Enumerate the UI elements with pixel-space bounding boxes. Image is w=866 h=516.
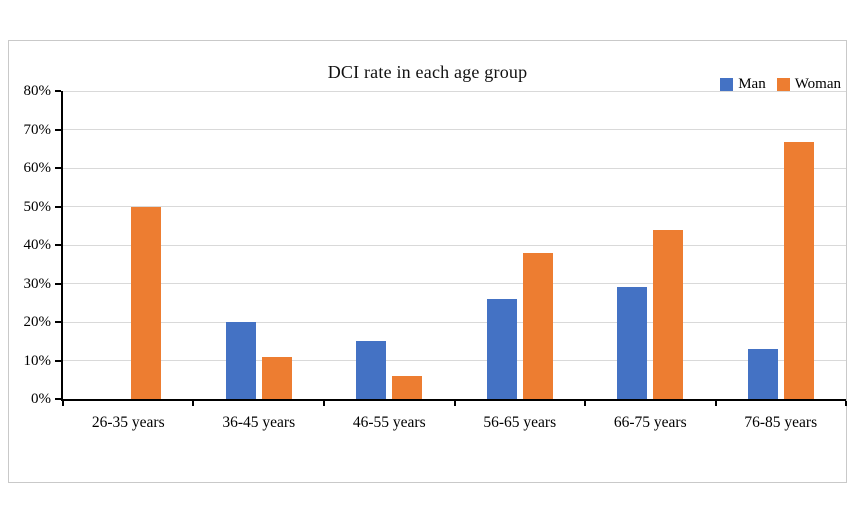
woman-bar-slot [131,91,162,399]
y-tickmark [55,90,61,92]
man-bar-slot [356,91,387,399]
y-tick-label: 10% [23,352,52,369]
x-axis-category-label: 66-75 years [613,414,687,431]
woman-legend-swatch-icon [776,78,790,91]
woman-bar [783,142,814,399]
y-tickmark [55,359,61,362]
gridline-30 [63,283,846,284]
category-group-2: 36-45 years [194,91,325,431]
y-axis-labels: 0% 10% 20% 30% 40% 50% 60% 70% 80% [9,83,52,407]
y-tickmark [55,321,61,323]
y-tick-label: 70% [23,121,52,138]
man-bar-slot [225,91,256,399]
y-tickmark [55,244,61,246]
gridline-40 [63,244,846,246]
man-legend-swatch-icon [720,78,734,91]
category-group-4: 56-65 years [455,91,586,431]
gridline-10 [63,360,846,361]
y-tick-label: 80% [23,83,52,99]
y-tick-label: 30% [23,275,52,292]
man-bar-slot [486,91,517,399]
y-tickmark [55,398,61,400]
gridline-50 [63,206,846,207]
woman-bar-slot [392,91,423,399]
gridline-60 [63,167,846,169]
woman-bar [131,206,162,399]
x-axis-category-label: 26-35 years [91,414,165,431]
category-group-1: 26-35 years [63,91,194,431]
woman-bar [522,252,553,399]
legend: Man Woman [720,76,841,93]
man-bar [617,287,648,399]
y-tick-label: 50% [23,198,52,215]
x-tickmark [845,401,847,406]
y-tickmark [55,205,61,208]
x-tickmark [714,401,717,406]
category-group-5: 66-75 years [585,91,716,431]
man-bar [747,348,778,399]
x-tickmark [192,401,195,406]
x-tickmark [62,401,64,406]
man-bar [225,322,256,399]
x-axis-category-label: 36-45 years [222,414,296,431]
x-tickmark [322,401,325,406]
plot-area: 26-35 years 36-45 years 46-55 years 56-65 y… [55,90,847,431]
woman-bar-slot [653,91,684,399]
y-tick-label: 60% [23,160,52,176]
legend-label: Man [738,76,766,92]
y-tick-label: 40% [23,237,52,253]
chart-title: DCI rate in each age group [327,62,528,82]
gridline-20 [63,321,846,323]
legend-label: Woman [794,76,841,92]
x-tickmark [453,401,456,406]
woman-bar-slot [783,91,814,399]
chart-container: DCI rate in each age group Man Woman 0% 10… [8,40,847,483]
y-tickmark [55,128,61,131]
gridline-70 [63,129,846,130]
man-bar-slot [95,91,125,399]
y-tick-label: 20% [23,314,52,330]
gridline-80 [63,90,846,92]
woman-bar [653,229,684,399]
man-bar-slot [747,91,778,399]
woman-bar-slot [261,91,292,399]
man-bar [486,298,517,399]
x-axis-category-label: 76-85 years [744,414,818,431]
legend-item-man: Man [720,76,766,93]
x-tickmark [583,401,586,406]
category-group-6: 76-85 years [716,91,847,431]
woman-bar-slot [522,91,553,399]
man-bar [356,341,387,399]
legend-item-woman: Woman [776,76,841,93]
y-tick-label: 0% [31,391,51,407]
man-bar-slot [617,91,648,399]
woman-bar [392,375,423,399]
category-group-3: 46-55 years [324,91,455,431]
x-axis-category-label: 46-55 years [352,414,426,431]
y-tickmark [55,167,61,169]
y-tickmark [55,282,61,285]
x-axis-category-label: 56-65 years [483,414,557,431]
woman-bar [261,356,292,399]
